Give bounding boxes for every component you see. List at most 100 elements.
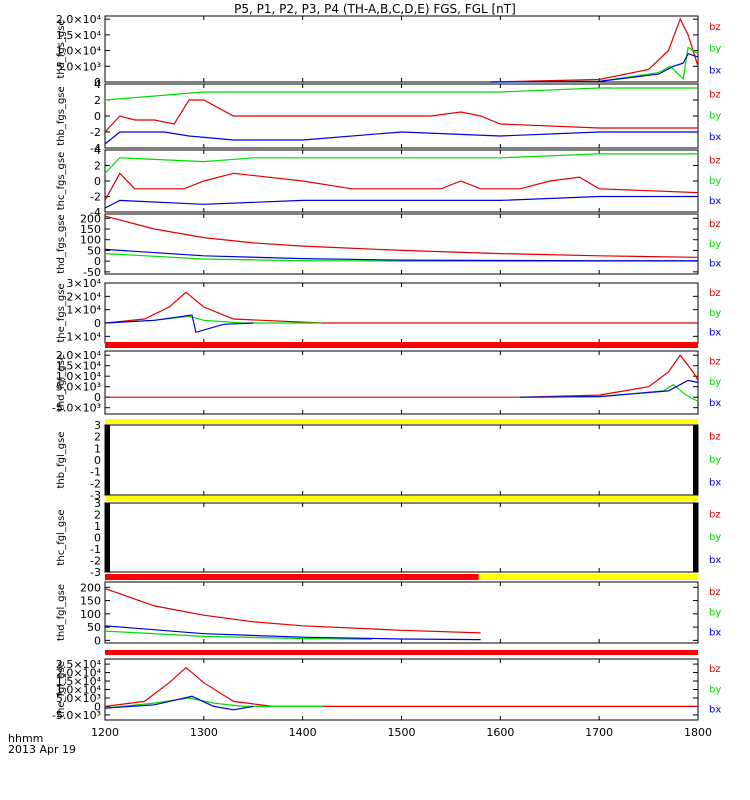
series-bz — [104, 291, 698, 324]
y-tick-label: -2 — [90, 477, 101, 490]
y-tick-label: 1 — [94, 442, 101, 455]
series-bx — [104, 195, 698, 209]
legend-by: by — [709, 239, 721, 250]
series-bx — [104, 131, 698, 145]
legend-by: by — [709, 44, 721, 55]
y-axis-label: thd_fgl_gse — [56, 584, 67, 641]
legend-bx: bx — [709, 555, 721, 566]
y-tick-label: 1.5×10⁴ — [56, 29, 102, 42]
y-tick-label: 1×10⁴ — [66, 304, 101, 317]
legend-by: by — [709, 176, 721, 187]
y-axis-label: thc_fgl_gse — [56, 509, 67, 565]
x-tick-label: 1500 — [388, 726, 416, 739]
y-tick-label: -4 — [90, 206, 101, 219]
legend-by: by — [709, 455, 721, 466]
series-bz — [104, 215, 699, 258]
y-tick-label: 2.0×10⁴ — [56, 667, 102, 680]
footer-hhmm: hhmm — [8, 732, 44, 745]
y-axis-label: thd_fgs_gse — [56, 214, 67, 273]
y-tick-label: 1.0×10⁴ — [56, 45, 102, 58]
series-bz — [104, 588, 481, 634]
x-tick-label: 1400 — [289, 726, 317, 739]
legend-bx: bx — [709, 65, 721, 76]
y-tick-label: 0 — [94, 532, 101, 545]
legend-by: by — [709, 308, 721, 319]
y-tick-label: 3×10⁴ — [66, 277, 101, 290]
series-by — [104, 630, 372, 640]
legend-bx: bx — [709, 259, 721, 270]
y-axis-label: thb_fgs_gse — [56, 86, 67, 145]
status-segment — [105, 650, 698, 655]
y-tick-label: 0 — [94, 110, 101, 123]
panel-the_fgl_gse: -5.0×10³05.0×10³1.0×10⁴1.5×10⁴2.0×10⁴2.5… — [52, 658, 721, 722]
status-segment — [105, 574, 479, 580]
status-bar-thc-fgl — [105, 496, 698, 501]
status-bar-thd-fgl — [105, 574, 698, 580]
y-tick-label: 150 — [80, 595, 101, 608]
y-tick-label: 2.0×10⁴ — [56, 13, 102, 26]
y-tick-label: 0 — [94, 700, 101, 713]
x-tick-label: 1800 — [684, 726, 712, 739]
y-tick-label: 5.0×10³ — [56, 60, 101, 73]
y-axis-label: thc_fgs_gse — [56, 152, 67, 211]
y-tick-label: 2 — [94, 94, 101, 107]
legend-bz: bz — [709, 587, 721, 598]
x-tick-label: 1300 — [190, 726, 218, 739]
y-tick-label: 50 — [87, 244, 101, 257]
panel-frame — [104, 149, 699, 213]
y-tick-label: 3 — [94, 419, 101, 432]
series-bz — [104, 666, 698, 708]
y-tick-label: 5.0×10³ — [56, 692, 101, 705]
x-tick-label: 1600 — [486, 726, 514, 739]
legend-bx: bx — [709, 627, 721, 638]
y-tick-label: 4 — [94, 144, 101, 157]
y-tick-label: -5.0×10³ — [52, 402, 101, 415]
y-tick-label: -3 — [90, 489, 101, 502]
legend-bx: bx — [709, 398, 721, 409]
status-segment — [105, 496, 698, 501]
y-tick-label: -5.0×10³ — [52, 709, 101, 722]
x-tick-label: 1200 — [91, 726, 119, 739]
series-bx — [490, 52, 699, 83]
panel-frame — [104, 350, 699, 415]
y-tick-label: -3 — [90, 566, 101, 579]
series-by — [104, 153, 698, 174]
status-segment — [105, 419, 698, 424]
status-segment — [478, 574, 698, 580]
legend-by: by — [709, 607, 721, 618]
y-axis-label: tha_fgs_gse — [56, 19, 67, 78]
y-tick-label: -1 — [90, 466, 101, 479]
legend-bx: bx — [709, 328, 721, 339]
y-tick-label: 1 — [94, 520, 101, 533]
y-tick-label: 5.0×10³ — [56, 381, 101, 394]
y-tick-label: -1 — [90, 543, 101, 556]
y-tick-label: 0 — [94, 454, 101, 467]
legend-by: by — [709, 684, 721, 695]
y-tick-label: -2 — [90, 126, 101, 139]
y-tick-label: 4 — [94, 78, 101, 91]
y-tick-label: 150 — [80, 223, 101, 236]
status-bar-thb-fgl — [105, 419, 698, 424]
y-tick-label: 1.0×10⁴ — [56, 684, 102, 697]
data-gap-right — [693, 503, 698, 572]
panel-frame — [104, 282, 699, 344]
data-gap-left — [105, 425, 110, 495]
y-tick-label: -4 — [90, 142, 101, 155]
legend-bz: bz — [709, 155, 721, 166]
y-axis-label: thb_fgl_gse — [56, 432, 67, 489]
legend-bx: bx — [709, 478, 721, 489]
panel-tha_fgs_gse: 0 5.0×10³ 1.0×10⁴ 1.5×10⁴ 2.0×10⁴tha_fgs_gse… — [56, 13, 721, 89]
y-axis-label: the_fgs_gse — [56, 283, 67, 342]
series-bz — [490, 17, 699, 83]
legend-bx: bx — [709, 704, 721, 715]
y-tick-label: 0 — [94, 255, 101, 268]
series-bx — [104, 314, 254, 334]
legend-bz: bz — [709, 219, 721, 230]
series-by — [104, 87, 698, 101]
y-tick-label: 2 — [94, 431, 101, 444]
y-tick-label: 2 — [94, 509, 101, 522]
